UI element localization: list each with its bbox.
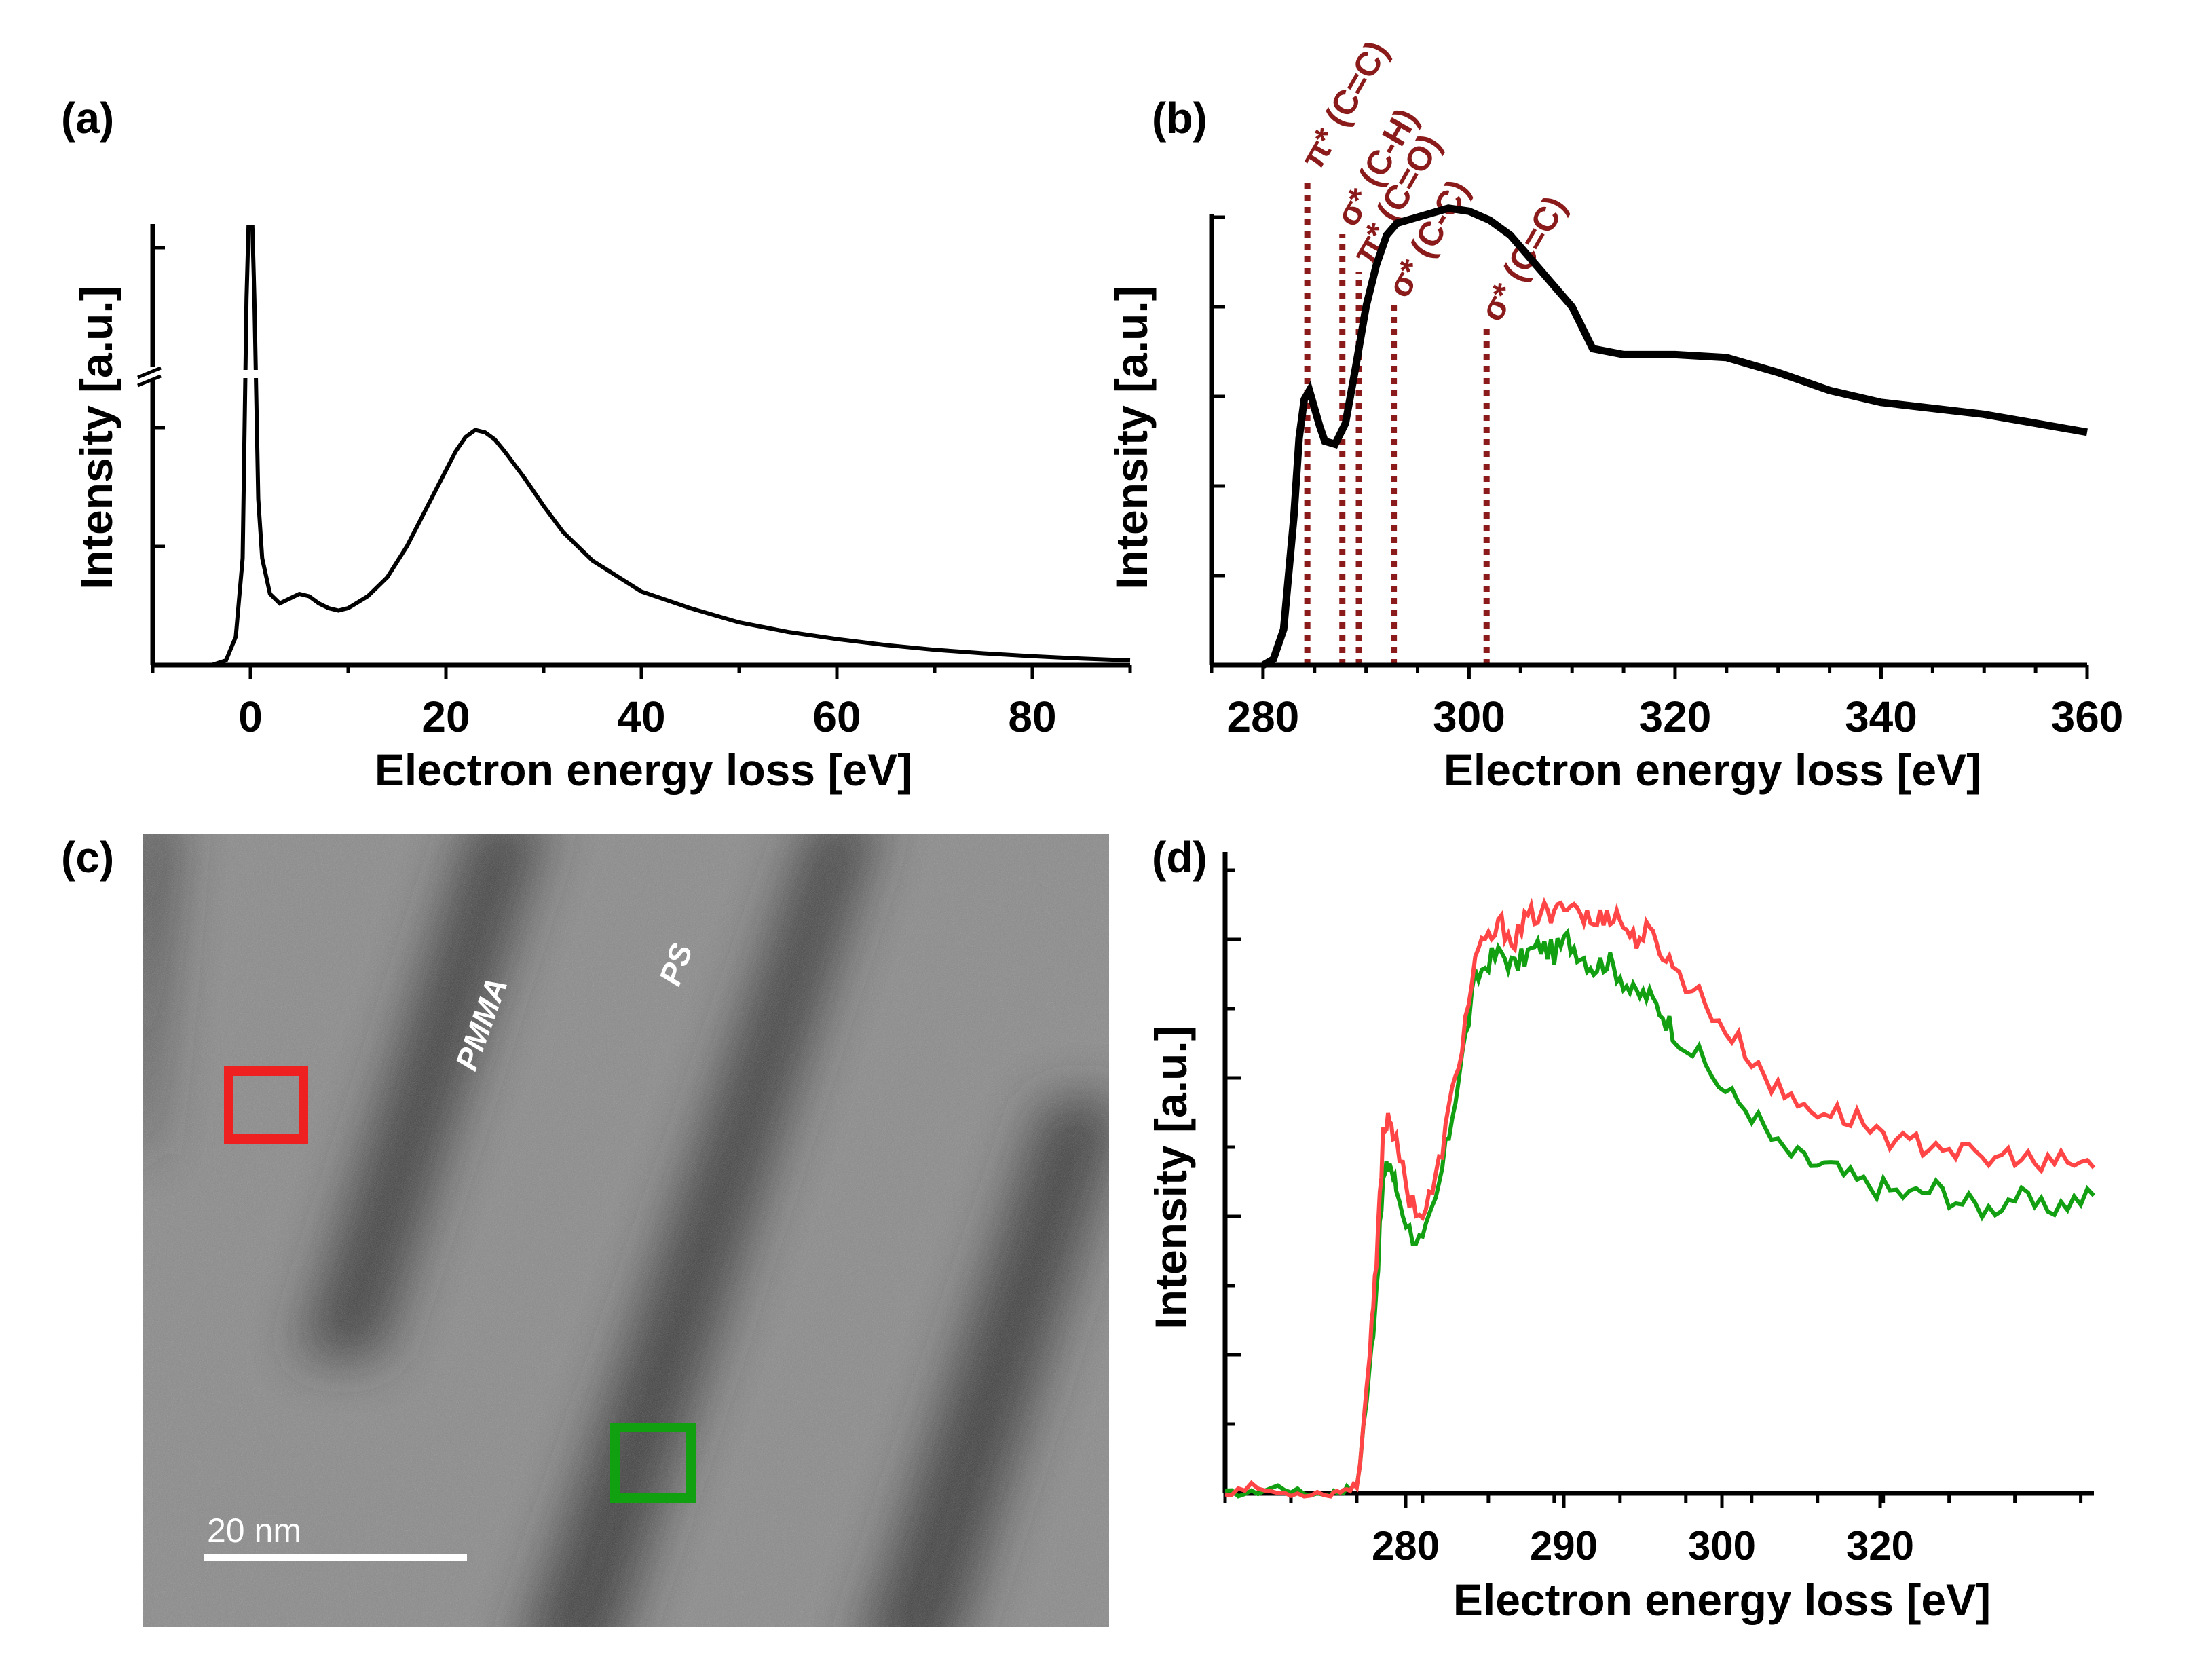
panel-a-ylabel: Intensity [a.u.] <box>71 286 121 589</box>
panel-b-xlabel: Electron energy loss [eV] <box>1444 745 1981 795</box>
panel-d-x-tick-label: 290 <box>1530 1523 1598 1569</box>
panel-c-label: (c) <box>61 833 114 882</box>
green-region-box <box>610 1423 696 1503</box>
panel-a-x-tick-label: 60 <box>812 692 861 741</box>
panel-b-annotations: π* (C=C)σ* (C-H)π* (C=O)σ* (C-C)σ* (C=C) <box>1293 35 1574 665</box>
panel-b-curve <box>1261 204 2088 669</box>
panel-a-label: (a) <box>61 94 114 143</box>
panel-b-x-tick-label: 320 <box>1639 692 1712 741</box>
panel-d-x-tick-label: 280 <box>1372 1523 1440 1569</box>
panel-b-ylabel: Intensity [a.u.] <box>1106 286 1157 589</box>
panel-b-x-tick-label: 280 <box>1226 692 1299 741</box>
red-region-box <box>224 1066 308 1144</box>
panel-b-axes: 280 300 320 340 360 <box>1209 214 2124 741</box>
panel-d-axes: 280 290 300 320 <box>1222 852 2094 1569</box>
panel-b-x-tick-label: 300 <box>1433 692 1505 741</box>
panel-a-x-tick-label: 80 <box>1008 692 1056 741</box>
panel-b: (b) π* (C=C)σ* (C-H)π* (C=O)σ* (C-C)σ* (… <box>1106 35 2123 795</box>
panel-b-label: (b) <box>1152 94 1207 143</box>
panel-d-ylabel: Intensity [a.u.] <box>1146 1026 1196 1329</box>
panel-a-x-tick-label: 40 <box>617 692 665 741</box>
panel-d-x-tick-label: 320 <box>1846 1523 1914 1569</box>
scale-bar <box>204 1554 467 1561</box>
panel-a-curve <box>153 225 1131 667</box>
panel-b-x-tick-label: 360 <box>2051 692 2124 741</box>
panel-d: (d) 280 290 300 320 Electron energy loss [e… <box>1146 833 2096 1625</box>
panel-b-annotation-label: σ* (C=C) <box>1472 189 1574 327</box>
panel-d-x-tick-label: 300 <box>1688 1523 1756 1569</box>
panel-d-green-curve <box>1224 927 2096 1499</box>
panel-a-break-gap <box>234 370 267 378</box>
panel-a-axis-break <box>137 366 162 388</box>
panel-d-red-curve <box>1224 897 2096 1499</box>
panel-d-xlabel: Electron energy loss [eV] <box>1453 1575 1991 1625</box>
panel-c: (c) PMMA PS 20 nm <box>61 833 1109 1627</box>
micrograph: PMMA PS 20 nm <box>143 834 1109 1627</box>
panel-a-x-tick-label: 20 <box>421 692 470 741</box>
panel-a: (a) 0 20 40 60 80 Electron energy loss [eV] … <box>61 94 1132 795</box>
micrograph-noise <box>143 834 1109 1627</box>
scale-bar-label: 20 nm <box>207 1512 301 1550</box>
panel-a-xlabel: Electron energy loss [eV] <box>375 745 912 795</box>
panel-d-label: (d) <box>1152 833 1207 882</box>
panel-a-axes: 0 20 40 60 80 <box>137 224 1132 741</box>
panel-a-x-tick-label: 0 <box>238 692 263 741</box>
panel-b-x-tick-label: 340 <box>1845 692 1917 741</box>
